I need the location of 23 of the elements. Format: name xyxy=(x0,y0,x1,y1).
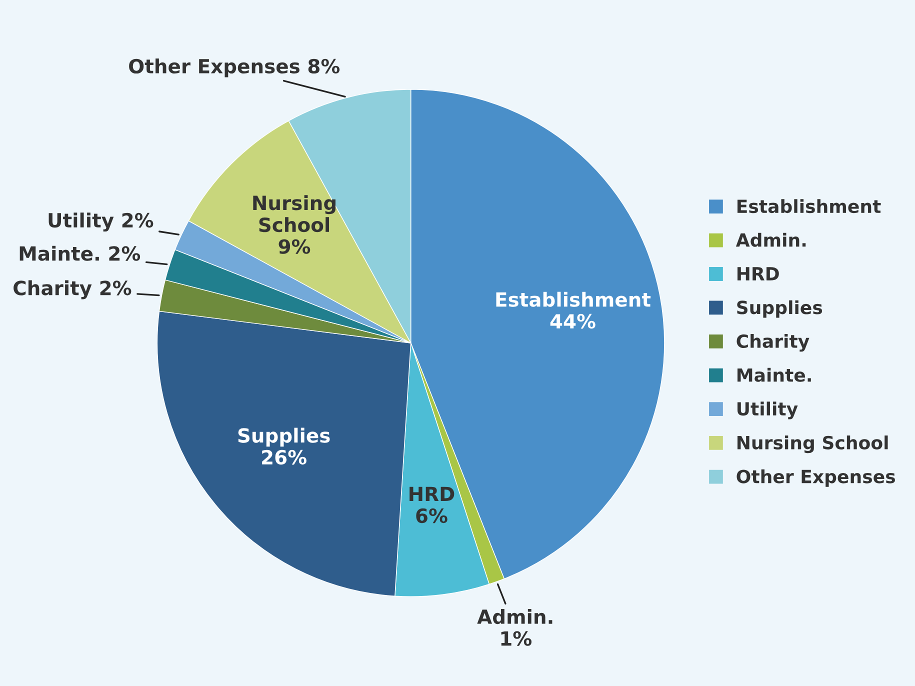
slice-label: Nursing School xyxy=(253,195,336,232)
data-label: 26% xyxy=(262,450,306,465)
category-label: Other Expenses 8% xyxy=(129,58,340,78)
legend-label: Utility xyxy=(738,402,798,420)
data-label: 1% xyxy=(501,631,532,646)
slice-label: HRD xyxy=(410,486,454,502)
slice-label: Admin. xyxy=(477,609,552,624)
legend-label: Other Expenses xyxy=(736,469,895,487)
legend-label: Nursing School xyxy=(738,436,888,454)
legend-label: Supplies xyxy=(737,300,822,318)
category-label: Utility 2% xyxy=(48,212,154,232)
category-label: Mainte. 2% xyxy=(20,246,140,261)
data-label: 6% xyxy=(416,508,448,524)
legend-label: HRD xyxy=(738,267,779,280)
slice-label: Supplies xyxy=(238,428,330,447)
legend-label: Mainte. xyxy=(738,368,811,382)
legend-label: Establishment xyxy=(738,199,881,214)
category-label: Charity 2% xyxy=(14,280,132,300)
data-label: 9% xyxy=(278,239,310,254)
legend-label: Charity xyxy=(736,334,810,352)
legend-label: Admin. xyxy=(736,232,806,247)
data-label: 44% xyxy=(550,314,596,329)
slice-label: Establishment xyxy=(496,292,651,307)
